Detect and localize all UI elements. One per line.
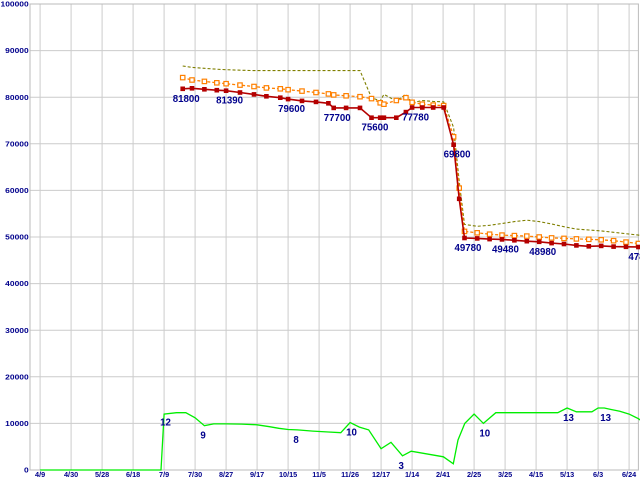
svg-text:77700: 77700: [324, 113, 351, 124]
svg-text:2/41: 2/41: [436, 470, 450, 479]
svg-text:69800: 69800: [444, 150, 471, 161]
svg-text:100000: 100000: [1, 0, 29, 9]
svg-text:4/30: 4/30: [64, 470, 78, 479]
svg-text:11/26: 11/26: [341, 470, 359, 479]
svg-text:10: 10: [346, 428, 357, 439]
svg-text:13: 13: [563, 413, 574, 424]
svg-text:81390: 81390: [216, 96, 243, 107]
svg-text:12/17: 12/17: [372, 470, 390, 479]
svg-text:79600: 79600: [278, 104, 305, 115]
svg-text:7/30: 7/30: [188, 470, 202, 479]
svg-text:9: 9: [200, 431, 206, 442]
svg-text:8/27: 8/27: [219, 470, 233, 479]
svg-text:9/17: 9/17: [250, 470, 264, 479]
svg-text:4/9: 4/9: [35, 470, 45, 479]
svg-text:50000: 50000: [5, 233, 29, 242]
svg-text:8: 8: [293, 435, 299, 446]
svg-text:90000: 90000: [5, 46, 29, 55]
svg-text:80000: 80000: [5, 93, 29, 102]
svg-text:10000: 10000: [5, 419, 29, 428]
svg-text:13: 13: [600, 413, 611, 424]
svg-text:5/28: 5/28: [95, 470, 109, 479]
svg-text:48980: 48980: [529, 247, 556, 258]
svg-text:6/18: 6/18: [126, 470, 140, 479]
svg-text:49480: 49480: [492, 244, 519, 255]
svg-text:70000: 70000: [5, 139, 29, 148]
svg-text:30000: 30000: [5, 326, 29, 335]
svg-text:77780: 77780: [402, 113, 429, 124]
svg-text:1/14: 1/14: [405, 470, 420, 479]
svg-text:47850: 47850: [628, 252, 640, 263]
svg-text:4/15: 4/15: [529, 470, 543, 479]
svg-text:6/3: 6/3: [593, 470, 603, 479]
svg-text:2/25: 2/25: [467, 470, 481, 479]
svg-text:75600: 75600: [362, 123, 389, 134]
svg-text:5/13: 5/13: [560, 470, 574, 479]
svg-text:7/9: 7/9: [159, 470, 169, 479]
svg-text:10: 10: [479, 428, 490, 439]
svg-text:10/15: 10/15: [279, 470, 297, 479]
svg-text:40000: 40000: [5, 279, 29, 288]
svg-text:6/24: 6/24: [622, 470, 637, 479]
svg-text:12: 12: [160, 418, 171, 429]
svg-text:3: 3: [399, 461, 405, 472]
svg-text:3/25: 3/25: [498, 470, 512, 479]
svg-text:20000: 20000: [5, 372, 29, 381]
svg-text:81800: 81800: [173, 94, 200, 105]
svg-text:0: 0: [24, 466, 29, 475]
svg-text:11/5: 11/5: [312, 470, 326, 479]
svg-text:49780: 49780: [455, 243, 482, 254]
svg-text:60000: 60000: [5, 186, 29, 195]
